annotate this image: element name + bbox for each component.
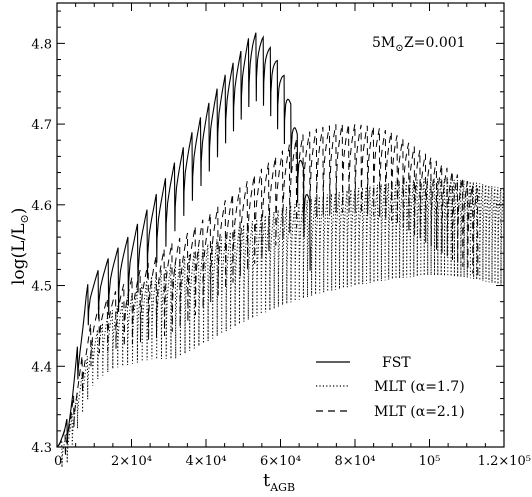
x-axis-title: tAGB: [263, 470, 295, 494]
legend-label-mlt-17: MLT (α=1.7): [374, 379, 465, 395]
y-tick-label: 4.7: [31, 118, 52, 133]
x-tick-label: 4×10⁴: [186, 454, 227, 469]
series-line-2: [56, 124, 479, 457]
tick-layer: 0 2×10⁴ 4×10⁴ 6×10⁴ 8×10⁴ 10⁵ 1.2×10⁵ 4.3 4.4 4.5…: [31, 3, 531, 469]
y-tick-label: 4.4: [31, 360, 52, 375]
y-tick-label: 4.3: [31, 441, 52, 456]
x-tick-label: 2×10⁴: [111, 454, 152, 469]
x-tick-label: 0: [54, 454, 62, 469]
metallicity-annotation: Z=0.001: [404, 35, 466, 51]
series-layer: [56, 32, 505, 468]
x-tick-label: 1.2×10⁵: [478, 454, 531, 469]
legend: FST MLT (α=1.7) MLT (α=2.1): [316, 355, 465, 420]
y-axis-title: log(L/L⊙): [9, 208, 31, 285]
x-tick-label: 10⁵: [419, 454, 441, 469]
x-tick-label: 8×10⁴: [335, 454, 376, 469]
series-line-0: [56, 32, 311, 448]
y-tick-label: 4.8: [31, 37, 52, 52]
mass-annotation: 5M⊙: [372, 35, 404, 54]
legend-label-mlt-21: MLT (α=2.1): [374, 404, 465, 420]
y-tick-label: 4.5: [31, 280, 52, 295]
y-tick-label: 4.6: [31, 199, 52, 214]
legend-label-fst: FST: [382, 355, 411, 371]
x-tick-label: 6×10⁴: [260, 454, 301, 469]
